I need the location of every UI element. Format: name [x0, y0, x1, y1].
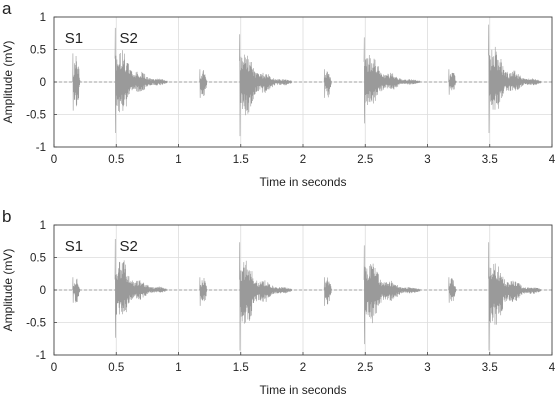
y-axis-title: Amplitude (mV)	[1, 249, 15, 332]
signal-burst-s2	[114, 27, 168, 133]
y-tick-label: -0.5	[26, 110, 46, 122]
y-tick-label: 1	[40, 220, 46, 232]
x-tick-label: 1	[175, 154, 181, 166]
y-tick-label: -0.5	[26, 318, 46, 330]
signal-burst-s1	[199, 277, 208, 306]
y-tick-label: 0.5	[30, 253, 46, 265]
x-tick-label: 1.5	[233, 154, 249, 166]
x-tick-label: 4	[549, 154, 556, 166]
x-tick-label: 2	[300, 362, 306, 374]
signal-burst-s2	[239, 242, 293, 351]
signal-burst-s2	[363, 37, 421, 124]
signal-burst-s1	[72, 53, 81, 111]
y-tick-label: -1	[36, 142, 46, 154]
x-tick-label: 3	[424, 362, 430, 374]
signal-burst-s2	[488, 242, 542, 351]
signal-burst-s1	[199, 69, 208, 98]
panel-label: b	[2, 207, 11, 226]
x-tick-label: 0.5	[108, 154, 124, 166]
panel-label: a	[2, 0, 12, 18]
y-tick-label: 1	[40, 12, 46, 24]
x-tick-label: 3	[424, 154, 430, 166]
y-axis-title: Amplitude (mV)	[1, 41, 15, 124]
x-tick-label: 2.5	[357, 154, 373, 166]
signal-burst-s1	[323, 69, 332, 98]
y-tick-label: 0	[40, 285, 46, 297]
signal-burst-s2	[363, 245, 421, 345]
x-axis-title: Time in seconds	[260, 383, 347, 397]
y-tick-label: 0	[40, 77, 46, 89]
annotation-s2: S2	[120, 238, 138, 255]
x-tick-label: 4	[549, 362, 556, 374]
signal-burst-s1	[72, 277, 81, 303]
x-tick-label: 1.5	[233, 362, 249, 374]
signal-burst-s1	[323, 277, 332, 306]
x-tick-label: 1	[175, 362, 181, 374]
x-tick-label: 2	[300, 154, 306, 166]
annotation-s2: S2	[120, 30, 138, 47]
x-tick-label: 3.5	[482, 362, 498, 374]
x-tick-label: 0.5	[108, 362, 124, 374]
panel-a: 0 0.5 1 1.5 2 2.5 3 3.5 4 -1 -0.5 0 0.5 1 Time in seco…	[1, 0, 556, 189]
annotation-s1: S1	[65, 30, 83, 47]
signal-burst-s2	[488, 24, 542, 133]
signal-burst-s1	[448, 69, 457, 95]
annotation-s1: S1	[65, 238, 83, 255]
y-tick-label: 0.5	[30, 45, 46, 57]
signal-burst-s2	[114, 239, 168, 338]
signal-burst-s1	[448, 277, 457, 303]
panel-b: 0 0.5 1 1.5 2 2.5 3 3.5 4 -1 -0.5 0 0.5 1 Time in seco…	[1, 207, 556, 397]
x-tick-label: 3.5	[482, 154, 498, 166]
x-tick-label: 2.5	[357, 362, 373, 374]
x-tick-label: 0	[51, 362, 57, 374]
signal-burst-s2	[239, 34, 293, 137]
x-tick-label: 0	[51, 154, 57, 166]
x-axis-title: Time in seconds	[260, 175, 347, 189]
y-tick-label: -1	[36, 350, 46, 362]
